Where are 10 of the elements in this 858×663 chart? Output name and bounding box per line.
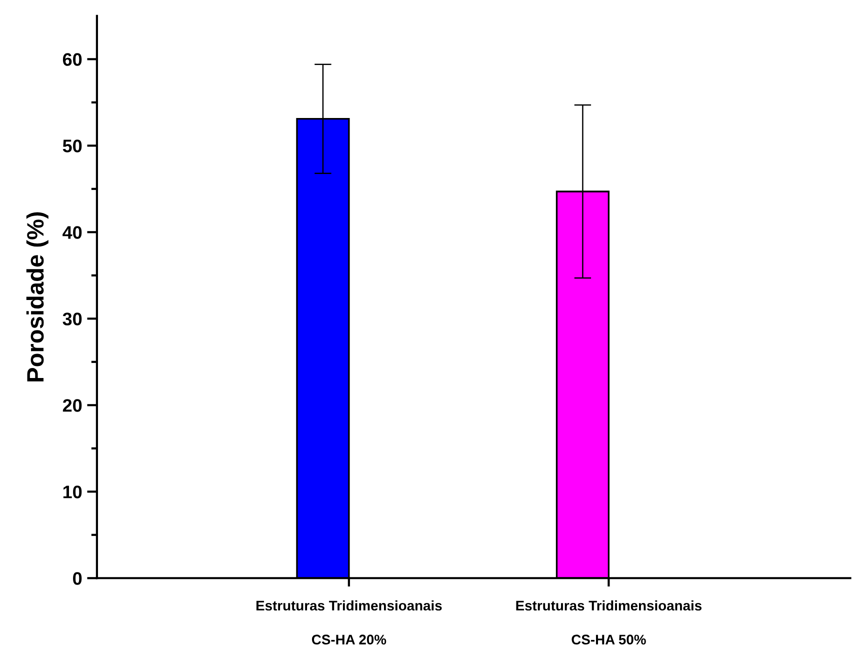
category-label: Estruturas Tridimensioanais CS-HA 20% <box>256 600 442 645</box>
y-tick-label: 40 <box>62 226 82 239</box>
y-tick-label: 60 <box>62 53 82 66</box>
y-tick-label: 10 <box>63 486 82 498</box>
y-tick-label: 20 <box>62 399 82 412</box>
y-tick-label: 0 <box>73 572 82 585</box>
category-label: Estruturas Tridimensioanais CS-HA 50% <box>516 600 702 645</box>
y-axis-title: Porosidade (%) <box>26 212 48 382</box>
y-tick-label: 30 <box>62 312 82 326</box>
y-tick-label: 50 <box>62 140 82 152</box>
